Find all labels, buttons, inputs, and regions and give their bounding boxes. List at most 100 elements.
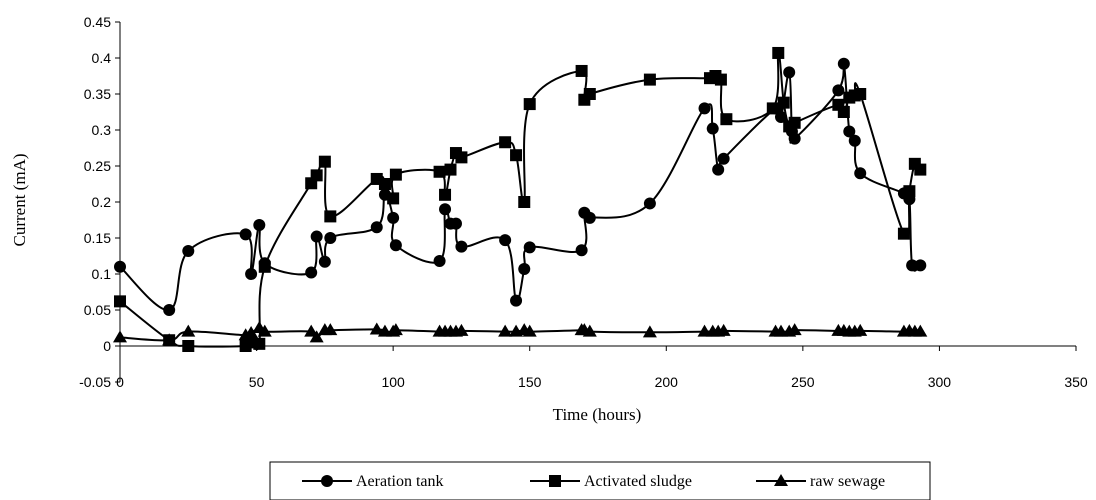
data-point-raw-sewage <box>913 324 928 337</box>
data-point-raw-sewage <box>323 323 338 336</box>
x-tick-label: 300 <box>928 374 952 390</box>
data-point-aeration-tank <box>449 217 462 230</box>
x-tick-label: 100 <box>381 374 405 390</box>
data-point-raw-sewage <box>181 324 196 337</box>
data-point-raw-sewage <box>257 324 272 337</box>
y-tick-label: 0.2 <box>92 194 112 210</box>
data-point-aeration-tank <box>643 197 656 210</box>
data-point-aeration-tank <box>848 134 861 147</box>
data-point-activated-sludge <box>854 88 867 100</box>
x-tick-label: 200 <box>655 374 679 390</box>
data-point-aeration-tank <box>433 255 446 268</box>
data-point-activated-sludge <box>318 155 331 168</box>
y-tick-label: -0.05 <box>79 374 111 390</box>
data-point-activated-sludge <box>714 73 727 86</box>
legend-marker-raw-sewage <box>774 474 788 486</box>
y-tick-label: 0.25 <box>84 158 111 174</box>
x-tick-label: 250 <box>791 374 815 390</box>
data-point-raw-sewage <box>244 326 259 339</box>
data-point-aeration-tank <box>439 203 452 216</box>
data-point-aeration-tank <box>575 244 588 257</box>
data-point-activated-sludge <box>523 98 536 111</box>
legend-label-aeration-tank: Aeration tank <box>356 473 444 490</box>
data-point-activated-sludge <box>903 185 916 198</box>
y-tick-label: 0.45 <box>84 14 111 30</box>
data-point-aeration-tank <box>310 230 323 243</box>
data-point-activated-sludge <box>777 96 790 109</box>
y-tick-label: 0.35 <box>84 86 111 102</box>
data-point-aeration-tank <box>583 211 596 224</box>
data-point-aeration-tank <box>455 240 468 253</box>
data-point-raw-sewage <box>304 324 319 337</box>
data-point-aeration-tank <box>698 102 711 115</box>
data-point-activated-sludge <box>720 113 733 126</box>
data-point-activated-sludge <box>518 196 531 208</box>
x-tick-label: 50 <box>249 374 265 390</box>
y-tick-label: 0.15 <box>84 230 111 246</box>
data-point-aeration-tank <box>843 125 856 138</box>
data-point-raw-sewage <box>388 323 403 336</box>
data-point-activated-sludge <box>575 64 588 77</box>
data-point-raw-sewage <box>309 330 324 343</box>
legend-marker-activated-sludge <box>549 475 561 487</box>
data-point-activated-sludge <box>378 178 391 190</box>
data-point-aeration-tank <box>245 268 258 280</box>
data-point-activated-sludge <box>389 168 402 181</box>
data-point-activated-sludge <box>253 337 266 350</box>
data-point-activated-sludge <box>387 192 400 205</box>
y-axis-title: Current (mA) <box>10 153 29 246</box>
legend-box <box>269 461 931 500</box>
data-point-activated-sludge <box>258 260 271 273</box>
data-point-aeration-tank <box>706 122 719 135</box>
data-point-activated-sludge <box>914 163 927 176</box>
data-point-aeration-tank <box>523 241 536 254</box>
y-tick-label: 0 <box>103 338 111 354</box>
data-point-activated-sludge <box>455 151 468 164</box>
data-point-activated-sludge <box>324 210 337 223</box>
data-point-activated-sludge <box>897 227 910 240</box>
data-point-aeration-tank <box>387 211 400 224</box>
data-point-activated-sludge <box>310 169 323 182</box>
data-point-aeration-tank <box>163 304 176 316</box>
x-tick-label: 150 <box>518 374 542 390</box>
series-points-raw-sewage <box>113 321 928 346</box>
data-point-activated-sludge <box>433 165 446 178</box>
data-point-aeration-tank <box>518 262 531 275</box>
data-point-activated-sludge <box>788 116 801 129</box>
data-point-aeration-tank <box>832 84 845 97</box>
data-point-aeration-tank <box>370 221 383 234</box>
y-tick-label: 0.1 <box>92 266 112 282</box>
data-point-aeration-tank <box>510 294 523 307</box>
data-point-raw-sewage <box>716 323 731 336</box>
legend-label-activated-sludge: Activated sludge <box>584 473 692 490</box>
data-point-activated-sludge <box>772 46 785 59</box>
data-point-aeration-tank <box>305 266 318 279</box>
data-point-raw-sewage <box>454 323 469 336</box>
series-markers <box>113 46 928 352</box>
data-point-raw-sewage <box>582 324 597 337</box>
data-point-activated-sludge <box>510 149 523 162</box>
legend-label-raw-sewage: raw sewage <box>810 473 885 490</box>
data-point-aeration-tank <box>318 255 331 268</box>
series-points-activated-sludge <box>114 46 927 352</box>
data-point-aeration-tank <box>389 239 402 252</box>
data-point-activated-sludge <box>439 188 452 201</box>
data-point-activated-sludge <box>444 163 457 176</box>
x-tick-label: 350 <box>1064 374 1088 390</box>
data-point-aeration-tank <box>717 152 730 165</box>
data-point-activated-sludge <box>583 88 596 100</box>
data-point-activated-sludge <box>837 106 850 118</box>
data-point-raw-sewage <box>787 323 802 336</box>
data-point-aeration-tank <box>854 167 867 180</box>
data-point-aeration-tank <box>182 244 195 257</box>
data-point-activated-sludge <box>499 136 512 149</box>
data-point-raw-sewage <box>498 324 513 337</box>
data-point-aeration-tank <box>712 163 725 176</box>
data-point-activated-sludge <box>766 102 779 115</box>
legend: Aeration tank Activated sludge raw sewage <box>269 461 931 500</box>
data-point-raw-sewage <box>162 333 177 346</box>
data-point-activated-sludge <box>643 73 656 86</box>
data-point-raw-sewage <box>853 323 868 336</box>
data-point-aeration-tank <box>239 228 252 241</box>
